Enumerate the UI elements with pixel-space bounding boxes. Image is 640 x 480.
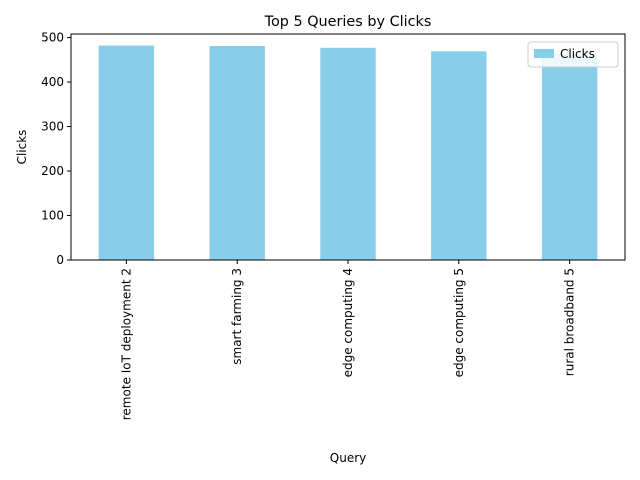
legend: Clicks xyxy=(527,41,619,68)
y-tick-label: 100 xyxy=(41,209,64,223)
x-axis: remote IoT deployment 2 smart farming 3 ed… xyxy=(119,260,577,420)
x-tick-label: edge computing 4 xyxy=(341,268,355,377)
x-tick-label: edge computing 5 xyxy=(452,268,466,377)
x-tick-label: remote IoT deployment 2 xyxy=(119,268,133,420)
y-axis-label: Clicks xyxy=(15,130,29,165)
x-tick-label: smart farming 3 xyxy=(230,268,244,365)
legend-swatch xyxy=(534,49,554,58)
bar xyxy=(541,54,598,260)
x-axis-label: Query xyxy=(330,451,366,465)
legend-box xyxy=(527,41,619,68)
y-tick-label: 500 xyxy=(41,31,64,45)
bar xyxy=(209,46,265,260)
legend-label: Clicks xyxy=(560,47,595,61)
bar xyxy=(431,51,487,260)
y-tick-label: 300 xyxy=(41,120,64,134)
chart-title: Top 5 Queries by Clicks xyxy=(264,14,432,30)
y-tick-label: 200 xyxy=(41,164,64,178)
y-tick-label: 400 xyxy=(41,75,64,89)
y-tick-label: 0 xyxy=(56,253,64,267)
bar xyxy=(320,47,376,261)
bar xyxy=(98,45,155,261)
y-axis: 0 100 200 300 400 500 xyxy=(41,31,71,267)
bars-group xyxy=(98,45,598,261)
x-tick-label: rural broadband 5 xyxy=(563,268,577,376)
plot-frame xyxy=(70,33,626,261)
